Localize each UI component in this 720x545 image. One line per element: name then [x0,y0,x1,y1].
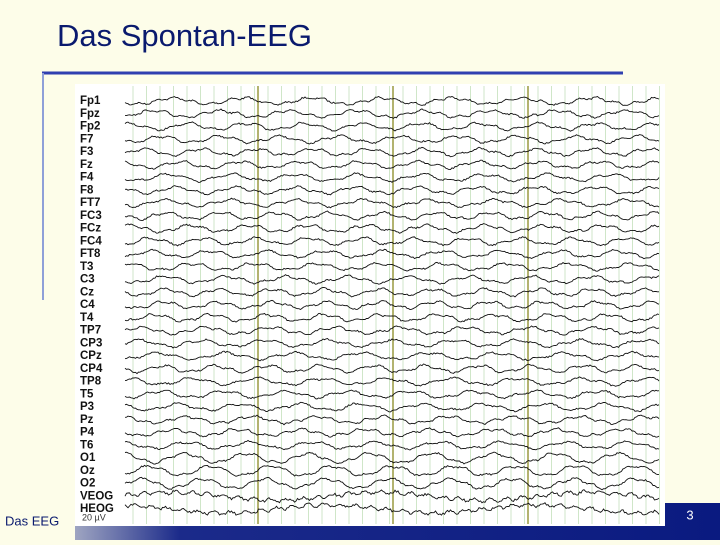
channel-label: FC3 [80,210,102,222]
channel-label: FC4 [80,235,102,247]
eeg-trace [124,363,660,375]
eeg-trace [124,489,660,504]
channel-labels: Fp1FpzFp2F7F3FzF4F8FT7FC3FCzFC4FT8T3C3Cz… [80,95,114,515]
eeg-trace [124,159,660,171]
eeg-trace [124,287,659,298]
eeg-trace [124,502,660,516]
channel-label: O1 [80,452,96,464]
eeg-trace [124,185,660,196]
channel-label: C3 [80,274,95,286]
slide-title: Das Spontan-EEG [57,18,312,53]
channel-label: Oz [80,465,95,477]
eeg-trace [124,236,660,247]
eeg-trace [125,376,660,387]
eeg-trace [124,464,659,477]
eeg-trace [124,172,660,183]
channel-label: Cz [80,286,94,298]
eeg-trace [124,414,660,426]
eeg-trace [124,337,660,349]
eeg-trace [124,299,660,311]
eeg-trace [124,95,660,106]
eeg-trace [125,108,660,119]
channel-label: F8 [80,184,94,196]
eeg-trace [124,223,660,234]
eeg-trace [124,146,660,158]
footer-left [0,503,75,540]
eeg-traces [124,95,660,516]
eeg-trace [124,427,660,438]
channel-label: O2 [80,478,95,490]
channel-label: F7 [80,133,93,145]
eeg-trace [124,261,660,272]
channel-label: Fpz [80,108,100,120]
eeg-trace [124,401,660,413]
eeg-trace [124,248,660,260]
eeg-trace [124,274,660,285]
channel-label: VEOG [80,490,113,502]
eeg-trace [124,312,660,323]
eeg-grid [132,86,660,524]
eeg-trace [124,197,660,209]
eeg-trace [124,325,660,336]
scale-label: 20 µV [82,512,106,522]
channel-label: HEOG [80,503,114,515]
channel-label: Fz [80,159,93,171]
channel-label: FT8 [80,248,101,260]
eeg-trace [124,350,660,362]
channel-label: P4 [80,427,95,439]
channel-label: FCz [80,223,101,235]
eeg-trace [124,389,660,400]
footer-section: Das EEG [5,513,59,528]
eeg-trace [124,210,660,221]
channel-label: CPz [80,350,102,362]
channel-label: TP7 [80,325,101,337]
eeg-trace [124,476,660,491]
channel-label: CP3 [80,337,102,349]
eeg-trace [124,134,660,145]
channel-label: C4 [80,299,95,311]
channel-label: FT7 [80,197,100,209]
channel-label: TP8 [80,376,102,388]
channel-label: P3 [80,401,94,413]
eeg-trace [124,121,660,132]
eeg-trace [124,439,660,451]
channel-label: F4 [80,172,94,184]
channel-label: T3 [80,261,93,273]
channel-label: Fp1 [80,95,101,107]
channel-label: F3 [80,146,93,158]
channel-label: T6 [80,439,93,451]
eeg-trace [124,451,660,465]
channel-label: Fp2 [80,121,100,133]
channel-label: T5 [80,388,94,400]
channel-label: Pz [80,414,94,426]
channel-label: CP4 [80,363,103,375]
page-number: 3 [686,507,693,522]
channel-label: T4 [80,312,94,324]
